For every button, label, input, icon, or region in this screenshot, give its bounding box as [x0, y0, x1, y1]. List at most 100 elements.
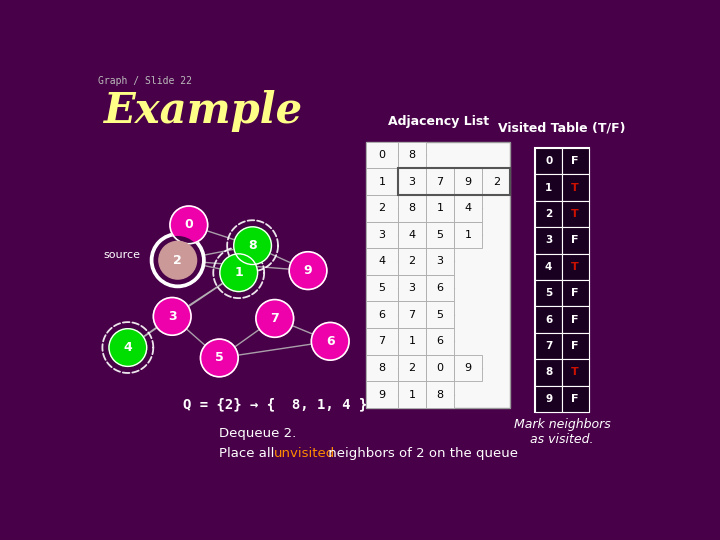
Circle shape	[154, 237, 202, 284]
Bar	[398, 168, 426, 195]
Text: 2: 2	[545, 209, 552, 219]
Bar	[426, 328, 454, 355]
Bar	[536, 306, 562, 333]
Text: 7: 7	[408, 310, 415, 320]
Text: 5: 5	[436, 310, 444, 320]
Bar	[398, 275, 426, 301]
Text: 8: 8	[379, 363, 386, 373]
Bar	[536, 201, 562, 227]
Text: 4: 4	[545, 262, 552, 272]
Text: Mark neighbors
as visited.: Mark neighbors as visited.	[513, 417, 611, 446]
Text: 3: 3	[545, 235, 552, 245]
Text: Graph / Slide 22: Graph / Slide 22	[99, 77, 192, 86]
Bar	[426, 301, 454, 328]
Text: 9: 9	[464, 363, 472, 373]
Text: Dequeue 2.: Dequeue 2.	[220, 427, 297, 440]
Text: 9: 9	[545, 394, 552, 404]
Text: 9: 9	[379, 389, 386, 400]
Text: T: T	[572, 367, 579, 377]
Text: 3: 3	[408, 283, 415, 293]
Bar	[454, 195, 482, 221]
Bar	[562, 306, 588, 333]
Bar	[426, 221, 454, 248]
Text: F: F	[572, 235, 579, 245]
Text: 2: 2	[408, 363, 415, 373]
Text: 6: 6	[326, 335, 335, 348]
Bar	[366, 275, 398, 301]
Bar	[536, 148, 562, 174]
Bar	[562, 201, 588, 227]
Text: 4: 4	[408, 230, 415, 240]
Circle shape	[289, 252, 327, 289]
Text: 2: 2	[408, 256, 415, 266]
Bar	[536, 254, 562, 280]
Circle shape	[234, 227, 271, 265]
Text: 9: 9	[464, 177, 472, 187]
Text: 7: 7	[271, 312, 279, 325]
Text: 6: 6	[436, 283, 444, 293]
Circle shape	[150, 233, 205, 288]
Bar	[562, 148, 588, 174]
Text: 6: 6	[379, 310, 386, 320]
Bar	[426, 381, 454, 408]
Text: 1: 1	[408, 389, 415, 400]
Bar	[366, 381, 398, 408]
Text: 2: 2	[379, 203, 386, 213]
Text: 6: 6	[436, 336, 444, 346]
Bar	[454, 221, 482, 248]
Circle shape	[256, 300, 294, 338]
Bar	[562, 359, 588, 386]
Text: unvisited: unvisited	[274, 447, 335, 460]
Text: 1: 1	[408, 336, 415, 346]
Text: 7: 7	[379, 336, 386, 346]
Text: Example: Example	[104, 90, 303, 132]
Text: 3: 3	[379, 230, 386, 240]
Text: 4: 4	[379, 256, 386, 266]
Bar	[536, 227, 562, 254]
Bar	[366, 195, 398, 221]
Bar	[398, 141, 426, 168]
Text: 1: 1	[464, 230, 472, 240]
Circle shape	[159, 241, 197, 279]
Bar	[398, 381, 426, 408]
Text: 6: 6	[545, 315, 552, 325]
Circle shape	[109, 329, 147, 367]
Bar	[426, 248, 454, 275]
Circle shape	[311, 322, 349, 360]
Circle shape	[220, 254, 258, 292]
Text: neighbors of 2 on the queue: neighbors of 2 on the queue	[323, 447, 518, 460]
Text: 4: 4	[464, 203, 472, 213]
Bar	[398, 195, 426, 221]
Bar	[426, 195, 454, 221]
Text: F: F	[572, 315, 579, 325]
Text: 1: 1	[545, 183, 552, 193]
Circle shape	[153, 298, 191, 335]
Text: 0: 0	[379, 150, 386, 160]
Text: 0: 0	[436, 363, 444, 373]
Text: 3: 3	[408, 177, 415, 187]
Text: 8: 8	[408, 203, 415, 213]
Text: source: source	[103, 249, 140, 260]
Bar	[536, 148, 588, 412]
Text: 5: 5	[436, 230, 444, 240]
Bar	[482, 168, 510, 195]
Bar	[426, 355, 454, 381]
Bar	[366, 248, 398, 275]
Bar	[398, 355, 426, 381]
Bar	[426, 168, 454, 195]
Text: 2: 2	[174, 254, 182, 267]
Bar	[398, 168, 510, 195]
Bar	[366, 355, 398, 381]
Bar	[426, 275, 454, 301]
Text: 5: 5	[215, 352, 224, 365]
Text: 3: 3	[168, 310, 176, 323]
Text: 9: 9	[304, 264, 312, 277]
Bar	[562, 227, 588, 254]
Bar	[562, 254, 588, 280]
Bar	[536, 359, 562, 386]
Text: 5: 5	[545, 288, 552, 298]
Text: T: T	[572, 209, 579, 219]
Bar	[562, 174, 588, 201]
Text: F: F	[572, 156, 579, 166]
Text: Adjacency List: Adjacency List	[388, 115, 489, 128]
